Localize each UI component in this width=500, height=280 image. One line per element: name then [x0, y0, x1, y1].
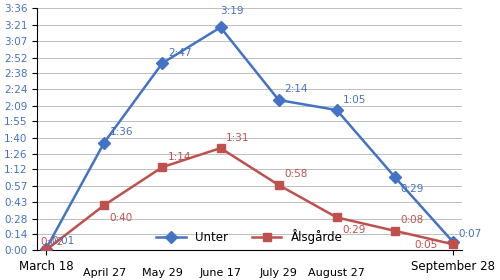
Ålsgårde	[392, 229, 398, 232]
Text: 0:29: 0:29	[400, 184, 424, 194]
Text: 0:40: 0:40	[110, 213, 133, 223]
Text: 1:31: 1:31	[226, 132, 250, 143]
Text: 0:02: 0:02	[40, 237, 64, 247]
Text: 2:14: 2:14	[284, 85, 308, 94]
Text: August 27: August 27	[308, 268, 365, 278]
Text: 0:05: 0:05	[414, 240, 438, 250]
Text: April 27: April 27	[82, 268, 126, 278]
Ålsgårde	[276, 183, 281, 187]
Text: 1:05: 1:05	[342, 95, 365, 104]
Unter	[392, 176, 398, 179]
Unter	[334, 108, 340, 112]
Text: 0:07: 0:07	[458, 229, 482, 239]
Line: Unter: Unter	[42, 23, 457, 253]
Ålsgårde	[334, 216, 340, 219]
Text: June 17: June 17	[200, 268, 241, 278]
Text: 3:19: 3:19	[220, 6, 244, 16]
Unter	[276, 98, 281, 102]
Text: 0:01: 0:01	[52, 236, 75, 246]
Unter	[43, 247, 49, 250]
Text: May 29: May 29	[142, 268, 183, 278]
Text: 0:58: 0:58	[284, 169, 308, 179]
Unter	[101, 141, 107, 144]
Unter	[450, 240, 456, 244]
Text: 1:14: 1:14	[168, 151, 192, 162]
Text: 0:29: 0:29	[342, 225, 365, 235]
Legend: Unter, Ålsgårde: Unter, Ålsgårde	[152, 224, 348, 249]
Text: 2:47: 2:47	[168, 48, 192, 58]
Unter	[218, 26, 224, 29]
Ålsgårde	[218, 146, 224, 150]
Ålsgårde	[43, 248, 49, 251]
Unter	[160, 61, 166, 65]
Ålsgårde	[160, 165, 166, 169]
Line: Ålsgårde: Ålsgårde	[42, 144, 457, 254]
Text: 1:36: 1:36	[110, 127, 134, 137]
Ålsgårde	[450, 242, 456, 246]
Ålsgårde	[101, 204, 107, 207]
Text: July 29: July 29	[260, 268, 298, 278]
Text: 0:08: 0:08	[400, 215, 423, 225]
